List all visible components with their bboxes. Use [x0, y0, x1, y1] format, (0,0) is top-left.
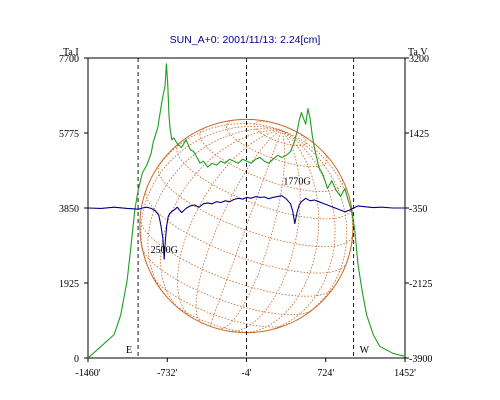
chart-title: SUN_A+0: 2001/11/13: 2.24[cm]	[170, 34, 321, 46]
y-left-tick-label: 7700	[59, 54, 79, 65]
field-annotation: 2500G	[151, 245, 178, 256]
y-right-tick-label: -350	[409, 204, 427, 215]
y-right-tick-label: 1425	[409, 129, 429, 140]
meridian-line	[195, 129, 282, 324]
annotations: 2500G 1770G	[151, 177, 311, 256]
y-left-tick-label: 5775	[59, 129, 79, 140]
parallel-line	[145, 190, 347, 274]
field-annotation: 1770G	[283, 177, 310, 188]
x-tick-label: -732'	[157, 368, 177, 379]
parallel-line	[171, 301, 255, 333]
parallel-line	[152, 277, 285, 328]
meridian-line	[218, 130, 286, 330]
intensity-i-line	[87, 63, 406, 359]
y-right-tick-label: -3900	[409, 354, 432, 365]
meridian-line	[160, 129, 282, 312]
parallel-line	[253, 120, 307, 147]
parallel-line	[225, 119, 328, 167]
limb-marker-label: W	[360, 345, 370, 356]
x-tick-label: -1460'	[75, 368, 100, 379]
parallel-line	[176, 142, 352, 220]
y-right-tick-label: 3200	[409, 54, 429, 65]
parallel-line	[199, 126, 343, 193]
parallel-line	[139, 218, 333, 297]
y-right-tick-label: -2125	[409, 279, 432, 290]
meridian-line	[177, 129, 282, 319]
meridian-line	[281, 129, 348, 321]
right-axis-label: Ta,V	[408, 47, 428, 58]
y-left-tick-label: 3850	[59, 204, 79, 215]
y-left-tick-label: 0	[74, 354, 79, 365]
parallel-line	[157, 164, 354, 248]
x-tick-label: 1452'	[394, 368, 416, 379]
y-left-tick-label: 1925	[59, 279, 79, 290]
left-axis-label: Ta,I	[63, 47, 79, 58]
meridian-line	[209, 130, 282, 327]
parallel-line	[142, 249, 312, 315]
stokes-v-line	[87, 195, 405, 260]
series-lines	[87, 63, 406, 359]
meridian-line	[240, 129, 320, 334]
limb-marker-label: E	[126, 345, 132, 356]
x-tick-label: -4'	[241, 368, 251, 379]
meridian-line	[228, 130, 301, 332]
axis-ticks: -1460' -732' -4' 724' 1452' 0 1925 3850 5775 7700…	[59, 54, 432, 379]
x-tick-label: 724'	[317, 368, 334, 379]
